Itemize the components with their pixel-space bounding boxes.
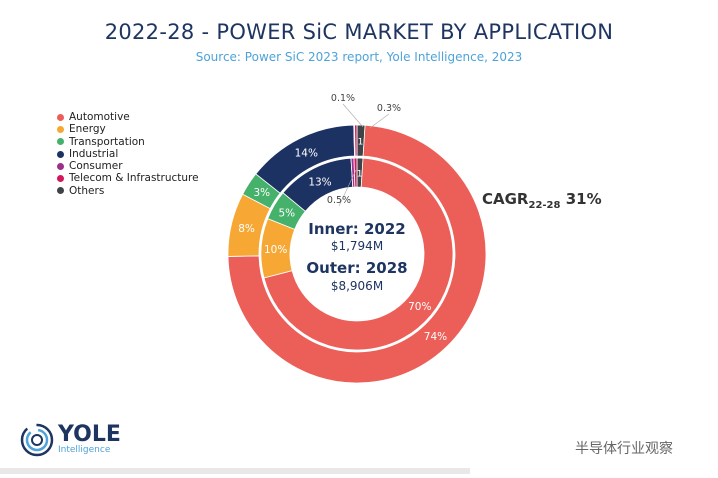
outer-label: 74% bbox=[424, 331, 447, 343]
legend-label: Transportation bbox=[69, 135, 145, 148]
legend-swatch bbox=[57, 162, 64, 170]
legend-item: Automotive bbox=[57, 111, 199, 123]
legend-item: Industrial bbox=[57, 148, 199, 160]
inner-title: Inner: 2022 bbox=[308, 220, 405, 238]
legend-item: Transportation bbox=[57, 136, 199, 148]
legend-item: Others bbox=[57, 185, 199, 197]
legend-label: Telecom & Infrastructure bbox=[69, 172, 199, 185]
inner-label-consumer-leader bbox=[338, 169, 357, 207]
outer-label-consumer: 0.1% bbox=[331, 93, 355, 104]
caption-blur bbox=[0, 468, 470, 474]
outer-label: 3% bbox=[253, 187, 270, 199]
inner-label: 13% bbox=[308, 176, 331, 188]
legend-label: Automotive bbox=[69, 111, 130, 123]
legend-swatch bbox=[57, 113, 64, 121]
inner-total: $1,794M bbox=[331, 239, 383, 253]
yole-logo: YOLE Intelligence bbox=[20, 423, 121, 457]
outer-title: Outer: 2028 bbox=[306, 259, 407, 277]
inner-slice-automotive bbox=[263, 157, 454, 351]
legend-item: Energy bbox=[57, 123, 199, 135]
legend-item: Consumer bbox=[57, 160, 199, 172]
watermark: 半导体行业观察 bbox=[575, 441, 673, 457]
legend-swatch bbox=[57, 175, 64, 183]
outer-label-consumer-leader bbox=[342, 103, 364, 128]
chart-subtitle: Source: Power SiC 2023 report, Yole Inte… bbox=[195, 50, 523, 64]
outer-label: 14% bbox=[295, 147, 318, 159]
legend-swatch bbox=[57, 138, 64, 146]
ring-divider bbox=[259, 156, 455, 352]
legend-label: Industrial bbox=[69, 147, 119, 160]
outer-label: 1 bbox=[358, 138, 364, 148]
legend-swatch bbox=[57, 150, 64, 158]
outer-slice-automotive bbox=[227, 124, 487, 384]
outer-label-telecom: 0.3% bbox=[377, 103, 401, 114]
logo-name: YOLE bbox=[58, 422, 121, 447]
cagr-annotation: CAGR22-28 31% bbox=[482, 190, 602, 211]
outer-label-telecom-leader bbox=[369, 113, 390, 129]
legend-swatch bbox=[57, 187, 64, 195]
cagr-label: CAGR bbox=[482, 190, 529, 208]
legend: Automotive Energy Transportation Industrial… bbox=[57, 111, 199, 197]
legend-label: Consumer bbox=[69, 160, 123, 173]
chart-title: 2022-28 - POWER SiC MARKET BY APPLICATIO… bbox=[104, 20, 614, 44]
cagr-value: 31% bbox=[565, 190, 602, 208]
logo-sub: Intelligence bbox=[58, 445, 111, 455]
outer-label: 8% bbox=[238, 223, 255, 235]
outer-slice-telecom-infrastructure bbox=[354, 124, 358, 157]
outer-total: $8,906M bbox=[331, 279, 383, 293]
inner-label-consumer: 0.5% bbox=[327, 195, 351, 206]
legend-label: Others bbox=[69, 184, 105, 197]
legend-swatch bbox=[57, 125, 64, 133]
cagr-sub: 22-28 bbox=[528, 200, 561, 211]
legend-label: Energy bbox=[69, 123, 106, 136]
inner-label: 70% bbox=[408, 301, 431, 313]
inner-label: 1 bbox=[357, 170, 363, 180]
inner-slice-telecom-infrastructure bbox=[353, 157, 358, 188]
yole-swirl-icon bbox=[20, 423, 54, 457]
legend-item: Telecom & Infrastructure bbox=[57, 172, 199, 184]
inner-label: 10% bbox=[264, 244, 287, 256]
inner-label: 5% bbox=[279, 208, 296, 220]
